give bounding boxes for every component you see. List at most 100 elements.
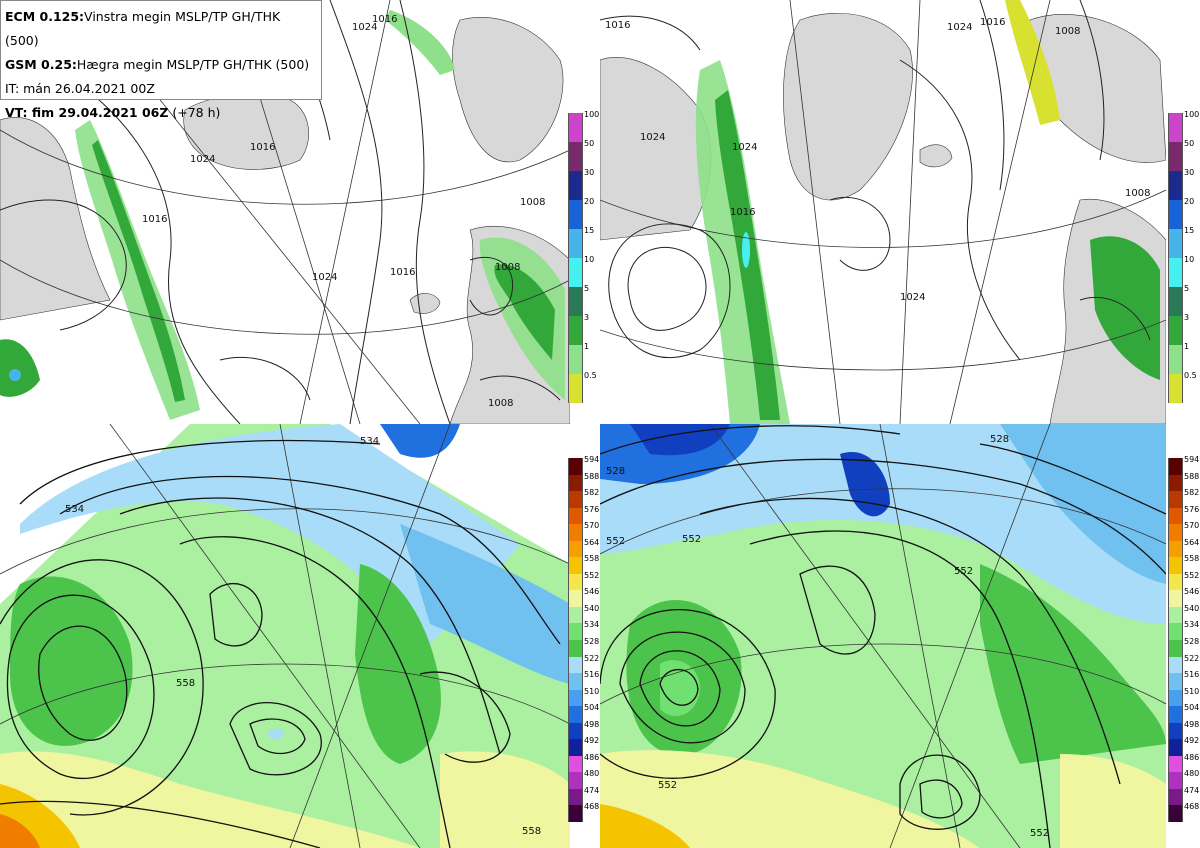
land-iceland [919,144,953,168]
precip-north [385,10,455,75]
colorbar-swatch [568,706,583,723]
colorbar-swatch [1168,316,1183,345]
precip-band-west-core [92,140,185,402]
colorbar-swatch [568,229,583,258]
graticule [0,424,570,848]
colorbar-swatch [1168,722,1183,740]
colorbar-label: 582 [584,488,600,498]
colorbar-swatch [568,258,583,287]
colorbar-label: 30 [1184,168,1195,177]
thk-dark-blue-ne [380,424,460,458]
precip-spot-sw-core [9,369,21,381]
colorbar-label: 10 [1184,255,1195,264]
thk-blue-center [840,452,890,517]
colorbar-swatch [568,772,583,789]
colorbar-label: 3 [584,313,590,322]
colorbar-label: 0.5 [584,371,597,380]
isobar-label: 1024 [900,292,925,303]
contour-label: 528 [990,434,1009,445]
colorbar-swatch [1168,258,1183,287]
colorbar-swatch [568,788,583,806]
legend-vt-label: VT: fim 29.04.2021 06Z [5,105,169,120]
colorbar-swatch [568,171,583,200]
gsm-mslp-precip-map: 1016 1024 1024 1024 1016 1024 1016 1008 … [600,0,1166,424]
colorbar-label: 558 [1184,554,1200,564]
colorbar-swatch [568,316,583,345]
colorbar-swatch [568,374,583,403]
thk-yellow-south [0,751,420,848]
colorbar-swatch [568,287,583,316]
thk-blue-east [400,524,570,684]
colorbar-label: 516 [1184,670,1200,680]
colorbar-label: 510 [1184,686,1200,696]
colorbar-label: 498 [584,719,600,729]
colorbar-swatch [568,623,583,640]
isobar-label: 1008 [488,398,513,409]
contour-label: 534 [65,504,84,515]
colorbar-label: 10 [584,255,595,264]
colorbar-label: 558 [584,554,600,564]
colorbar-label: 480 [584,769,600,779]
colorbar-label: 564 [1184,537,1200,547]
isobar-label: 1024 [312,272,337,283]
colorbar-swatch [1168,673,1183,690]
colorbar-swatch [1168,606,1183,624]
colorbar-swatch [1168,540,1183,558]
contour-label: 552 [954,566,973,577]
colorbar-label: 534 [584,620,600,630]
precip-north [1005,0,1060,125]
colorbar-label: 540 [584,603,600,613]
colorbar-label: 564 [584,537,600,547]
isobar-label: 1016 [372,14,397,25]
colorbar-label: 570 [584,521,600,531]
gsm-thk-svg: 528 552 552 552 552 528 552 [600,424,1166,848]
colorbar-label: 510 [584,686,600,696]
land-greenland [783,13,913,201]
colorbar-label: 594 [584,455,600,464]
contour-label: 552 [606,536,625,547]
colorbar-label: 516 [584,670,600,680]
thk-blue-north [600,424,1166,624]
colorbar-label: 594 [1184,455,1200,464]
thk-colorbar-right: 594 588 582 576 570 564 558 552 546 540 534 528 522 5… [1168,455,1200,822]
colorbar-swatch [568,722,583,740]
precip-colorbar-left: 100 50 30 20 15 10 5 3 1 0.5 [568,110,600,403]
colorbar-swatch [1168,788,1183,806]
colorbar-swatch [568,640,583,657]
colorbar-swatch [1168,113,1183,142]
colorbar-label: 552 [584,570,600,580]
colorbar-label: 528 [584,637,600,646]
colorbar-label: 468 [584,802,600,812]
colorbar-label: 492 [584,736,600,746]
legend-it-text: IT: mán 26.04.2021 00Z [5,81,155,96]
gh-contours [0,439,561,848]
colorbar-label: 100 [1184,110,1200,119]
colorbar-label: 546 [1184,587,1200,597]
colorbar-swatch [1168,590,1183,607]
contour-label: 534 [360,436,379,447]
gsm-mslp-svg: 1016 1024 1024 1024 1016 1024 1016 1008 … [600,0,1166,424]
colorbar-swatch [568,507,583,525]
colorbar-label: 100 [584,110,600,119]
colorbar-label: 486 [584,752,600,762]
colorbar-label: 540 [1184,603,1200,613]
colorbar-swatch [1168,229,1183,258]
colorbar-swatch [1168,474,1183,492]
colorbar-swatch [1168,374,1183,403]
colorbar-label: 528 [1184,637,1200,646]
colorbar-swatch [1168,142,1183,171]
colorbar-label: 534 [1184,620,1200,630]
gsm-gh-thk-map: 528 552 552 552 552 528 552 [600,424,1166,848]
colorbar-swatch [1168,739,1183,756]
thk-green-west [10,576,133,746]
contour-label: 552 [1030,828,1049,839]
thk-yellow-south [600,750,980,848]
ecm-gh-thk-map: 534 534 558 558 [0,424,570,848]
colorbar-label: 552 [1184,570,1200,580]
isobar-label: 1024 [640,132,665,143]
colorbar-label: 50 [1184,139,1195,148]
colorbar-swatch [1168,689,1183,707]
colorbar-swatch [1168,345,1183,374]
contour-label: 558 [522,826,541,837]
legend-ecm-label: ECM 0.125: [5,9,85,24]
